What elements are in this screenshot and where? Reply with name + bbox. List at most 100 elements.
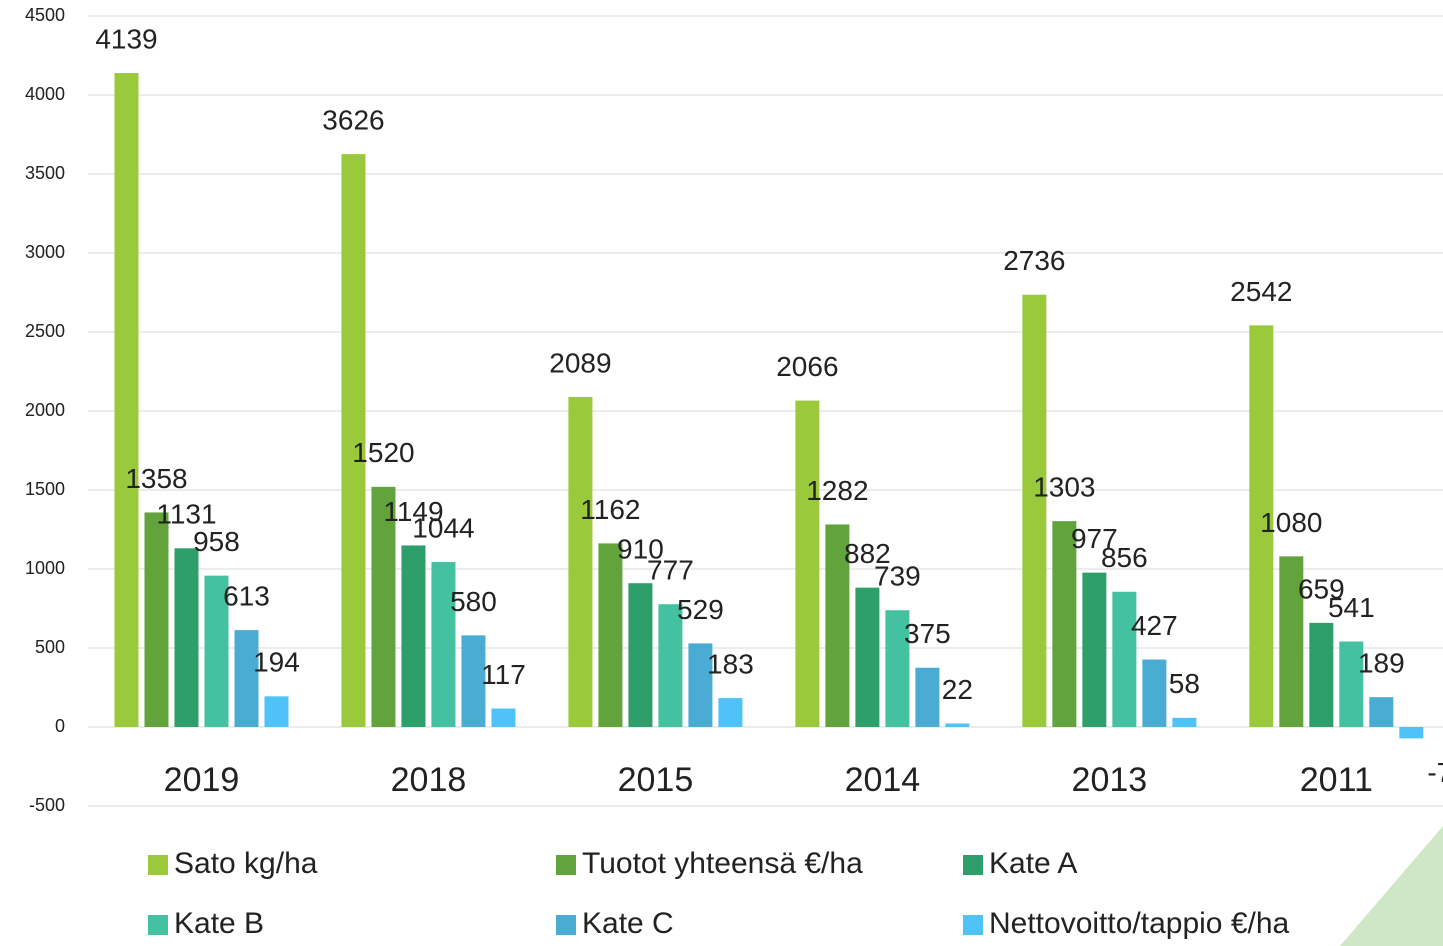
y-tick-label: 2500 [25,321,65,341]
data-label: 189 [1358,648,1405,679]
data-label: 541 [1328,592,1375,623]
data-label: 1044 [412,512,474,543]
x-tick-label: 2013 [1072,761,1148,799]
x-tick-label: 2019 [164,761,240,799]
decoration [1340,826,1443,946]
data-label: 2066 [776,351,838,382]
bar [1172,717,1197,727]
bar [795,400,820,727]
bar [1082,572,1107,727]
legend-label: Kate C [582,907,674,940]
bar [885,610,910,727]
bar [264,696,289,727]
bar [628,583,653,727]
legend-swatch [148,855,168,875]
data-label: 1080 [1260,507,1322,538]
legend-label: Nettovoitto/tappio €/ha [989,907,1290,940]
data-label: 1520 [352,437,414,468]
data-label: 958 [193,526,240,557]
bar [1022,294,1047,727]
x-tick-label: 2018 [391,761,467,799]
bar [114,73,139,727]
bar [658,604,683,727]
y-tick-label: 1500 [25,479,65,499]
bar [1309,622,1334,727]
data-label: 529 [677,594,724,625]
y-tick-label: 3000 [25,242,65,262]
data-label: 2542 [1230,276,1292,307]
bar [1142,659,1167,727]
bar [1339,641,1364,727]
bar [1279,556,1304,727]
bar [461,635,486,727]
data-label: 882 [844,538,891,569]
data-label: 1303 [1033,472,1095,503]
bar [568,396,593,727]
x-tick-label: 2014 [845,761,921,799]
y-tick-label: 500 [35,637,65,657]
data-label: 1162 [580,494,640,525]
data-label: 613 [223,581,270,612]
legend-swatch [963,855,983,875]
bar [855,587,880,727]
data-label: 427 [1131,610,1178,641]
data-label: 117 [481,659,526,690]
legend-label: Kate B [174,907,264,940]
data-label: 1131 [156,499,216,530]
data-label: 22 [942,674,973,705]
data-label: 856 [1101,542,1148,573]
data-label: 2089 [549,347,611,378]
data-label: 58 [1169,668,1200,699]
data-label: -72 [1427,757,1443,788]
bar [718,698,743,727]
bar [204,575,229,727]
data-label: 910 [617,534,664,565]
bar [174,548,199,727]
data-label: 777 [647,555,694,586]
bar [1369,697,1394,727]
y-tick-label: -500 [29,795,65,815]
data-label: 3626 [322,104,384,135]
legend-swatch [556,855,576,875]
legend-label: Kate A [989,847,1077,880]
data-label: 1282 [806,475,868,506]
bar [491,708,516,727]
data-label: 194 [253,647,300,678]
legend-swatch [963,915,983,935]
bar [915,667,940,727]
bar [1052,521,1077,727]
x-tick-label: 2015 [618,761,694,799]
data-label: 580 [450,586,497,617]
legend-label: Sato kg/ha [174,847,318,880]
data-label: 977 [1071,523,1118,554]
data-label: 2736 [1003,245,1065,276]
bar [341,154,366,728]
bar [1399,727,1424,739]
y-tick-label: 0 [55,716,65,736]
bar [401,545,426,727]
bar [1112,591,1137,727]
bar [825,524,850,727]
data-label: 4139 [95,23,157,54]
bar [144,512,169,727]
legend-label: Tuotot yhteensä €/ha [582,847,863,880]
bar [688,643,713,727]
data-label: 375 [904,618,951,649]
y-tick-label: 4500 [25,5,65,25]
y-tick-label: 3500 [25,163,65,183]
legend-swatch [556,915,576,935]
bar [598,543,623,727]
y-tick-label: 4000 [25,84,65,104]
data-label: 739 [874,561,921,592]
bar [431,562,456,727]
bar [945,723,970,727]
bar [234,630,259,727]
y-tick-label: 2000 [25,400,65,420]
legend-swatch [148,915,168,935]
data-label: 1358 [125,463,187,494]
bar [1249,325,1274,727]
bar [371,486,396,727]
x-tick-label: 2011 [1300,761,1373,799]
y-tick-label: 1000 [25,558,65,578]
